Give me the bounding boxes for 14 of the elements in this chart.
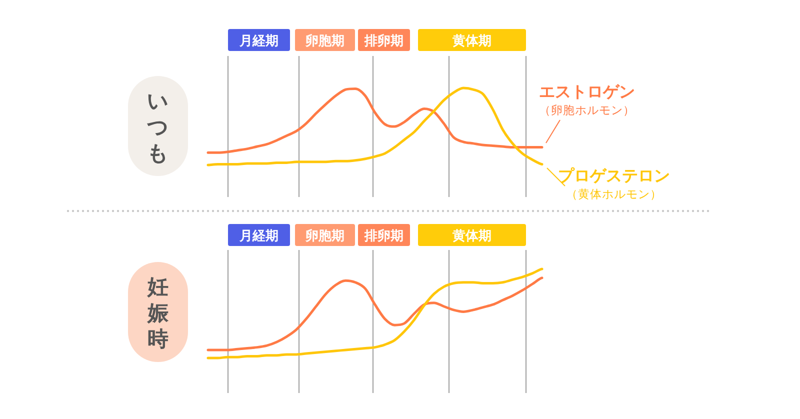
text: 妊娠時	[146, 276, 170, 351]
text: 卵胞期	[304, 228, 344, 243]
text: 黄体期	[452, 33, 492, 48]
text: 排卵期	[364, 33, 404, 48]
text: 卵胞期	[304, 33, 344, 48]
text: 排卵期	[364, 228, 404, 243]
text: エストロゲン	[539, 84, 635, 101]
text: いつも	[147, 90, 169, 165]
series-label: プロゲステロン	[558, 167, 670, 185]
annotation: （卵胞ホルモン）	[539, 104, 635, 117]
text: 月経期	[238, 228, 278, 243]
text: 黄体期	[452, 228, 492, 243]
text: （黄体ホルモン）	[566, 188, 662, 201]
text: 月経期	[238, 33, 278, 48]
